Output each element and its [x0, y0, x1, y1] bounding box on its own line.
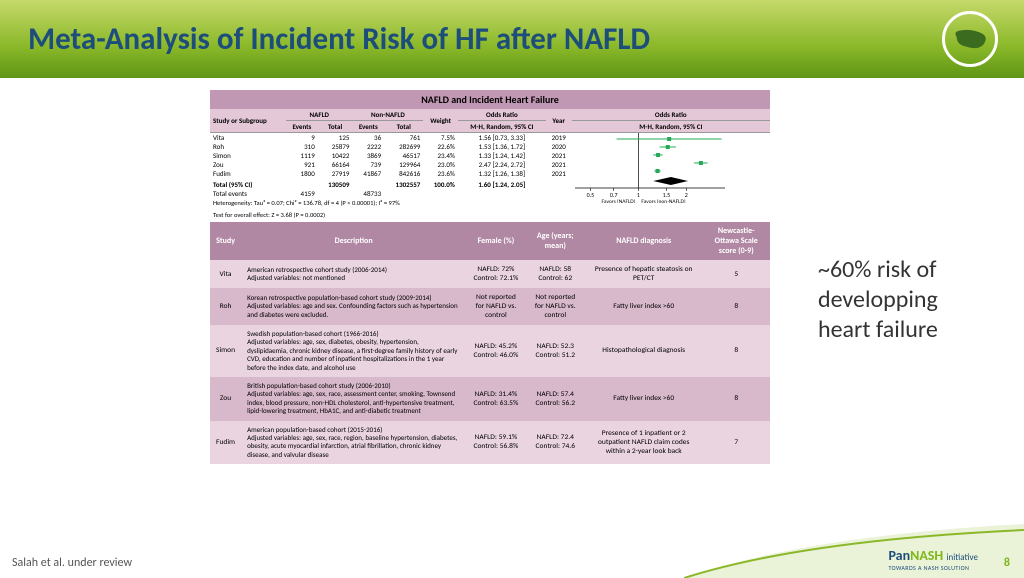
studies-cell: Simon	[210, 325, 241, 377]
studies-col-header: Study	[210, 222, 241, 260]
grp-nonnafld: Non-NAFLD	[352, 109, 423, 121]
forest-row: Vita9125367617.5%1.56 [0.73, 3.33]20190.…	[210, 133, 770, 143]
col-t2: Total	[384, 121, 423, 133]
col-study: Study or Subgroup	[210, 109, 286, 133]
col-orplot: M-H, Random, 95% CI	[572, 121, 770, 133]
studies-cell: Vita	[210, 260, 241, 288]
studies-cell: Not reported for NAFLD vs. control	[526, 288, 585, 325]
forest-plot-box: NAFLD and Incident Heart Failure Study o…	[210, 90, 770, 222]
svg-text:Favors [non-NAFLD]: Favors [non-NAFLD]	[641, 198, 685, 203]
studies-col-header: Newcastle-Ottawa Scale score (0-9)	[702, 222, 770, 260]
studies-cell: Roh	[210, 288, 241, 325]
studies-col-header: Female (%)	[466, 222, 525, 260]
studies-cell: NAFLD: 52.3Control: 51.2	[526, 325, 585, 377]
studies-cell: 5	[702, 260, 770, 288]
logo-nash: NASH	[910, 547, 943, 564]
studies-col-header: NAFLD diagnosis	[585, 222, 703, 260]
studies-row: ZouBritish population-based cohort study…	[210, 377, 770, 421]
studies-cell: Histopathological diagnosis	[585, 325, 703, 377]
callout-text: ~60% risk of developping heart failure	[818, 255, 988, 345]
col-or: M-H, Random, 95% CI	[458, 121, 546, 133]
col-t1: Total	[318, 121, 353, 133]
studies-col-header: Age (years; mean)	[526, 222, 585, 260]
studies-cell: Fatty liver index >60	[585, 288, 703, 325]
col-year: Year	[546, 109, 572, 133]
studies-cell: 8	[702, 288, 770, 325]
studies-cell: Korean retrospective population-based co…	[241, 288, 466, 325]
liver-icon	[942, 11, 998, 67]
studies-cell: Swedish population-based cohort (1966-20…	[241, 325, 466, 377]
grp-or: Odds Ratio	[458, 109, 546, 121]
studies-cell: NAFLD: 57.4Control: 56.2	[526, 377, 585, 421]
studies-cell: Fatty liver index >60	[585, 377, 703, 421]
studies-cell: 7	[702, 421, 770, 465]
studies-cell: American population-based cohort (2015-2…	[241, 421, 466, 465]
studies-row: SimonSwedish population-based cohort (19…	[210, 325, 770, 377]
pannash-logo: PanNASH initiative TOWARDS A NASH SOLUTI…	[888, 547, 978, 572]
overall-effect-text: Test for overall effect: Z = 3.68 (P = 0…	[210, 210, 770, 222]
col-e2: Events	[352, 121, 384, 133]
forest-title: NAFLD and Incident Heart Failure	[210, 90, 770, 109]
studies-row: FudimAmerican population-based cohort (2…	[210, 421, 770, 465]
studies-cell: Presence of 1 inpatient or 2 outpatient …	[585, 421, 703, 465]
studies-row: VitaAmerican retrospective cohort study …	[210, 260, 770, 288]
studies-cell: NAFLD: 59.1%Control: 56.8%	[466, 421, 525, 465]
studies-cell: NAFLD: 58Control: 62	[526, 260, 585, 288]
col-e1: Events	[286, 121, 318, 133]
logo-tagline: TOWARDS A NASH SOLUTION	[888, 564, 978, 572]
svg-text:0.5: 0.5	[586, 191, 594, 199]
grp-nafld: NAFLD	[286, 109, 352, 121]
studies-cell: American retrospective cohort study (200…	[241, 260, 466, 288]
svg-text:2: 2	[684, 191, 687, 199]
main-content: NAFLD and Incident Heart Failure Study o…	[210, 90, 770, 464]
citation: Salah et al. under review	[12, 556, 132, 570]
studies-cell: NAFLD: 72.4Control: 74.6	[526, 421, 585, 465]
studies-cell: 8	[702, 377, 770, 421]
studies-cell: Zou	[210, 377, 241, 421]
studies-cell: British population-based cohort study (2…	[241, 377, 466, 421]
studies-cell: Presence of hepatic steatosis on PET/CT	[585, 260, 703, 288]
studies-col-header: Description	[241, 222, 466, 260]
title-band: Meta-Analysis of Incident Risk of HF aft…	[0, 0, 1024, 78]
studies-cell: NAFLD: 72%Control: 72.1%	[466, 260, 525, 288]
logo-initiative: initiative	[946, 552, 978, 563]
forest-table: Study or Subgroup NAFLD Non-NAFLD Weight…	[210, 109, 770, 198]
logo-pan: Pan	[888, 547, 910, 564]
svg-text:Favors [NAFLD]: Favors [NAFLD]	[601, 198, 635, 203]
studies-cell: Not reported for NAFLD vs. control	[466, 288, 525, 325]
grp-orplot: Odds Ratio	[572, 109, 770, 121]
studies-cell: 8	[702, 325, 770, 377]
col-weight: Weight	[423, 109, 458, 133]
studies-cell: NAFLD: 45.2%Control: 46.0%	[466, 325, 525, 377]
studies-cell: NAFLD: 31.4%Control: 63.5%	[466, 377, 525, 421]
svg-text:0.7: 0.7	[609, 191, 617, 199]
svg-text:1: 1	[636, 191, 639, 199]
svg-text:1.5: 1.5	[662, 191, 670, 199]
slide-title: Meta-Analysis of Incident Risk of HF aft…	[28, 20, 650, 58]
footer: Salah et al. under review PanNASH initia…	[0, 548, 1024, 578]
studies-cell: Fudim	[210, 421, 241, 465]
page-number: 8	[1004, 556, 1010, 570]
studies-row: RohKorean retrospective population-based…	[210, 288, 770, 325]
studies-table: StudyDescriptionFemale (%)Age (years; me…	[210, 222, 770, 464]
